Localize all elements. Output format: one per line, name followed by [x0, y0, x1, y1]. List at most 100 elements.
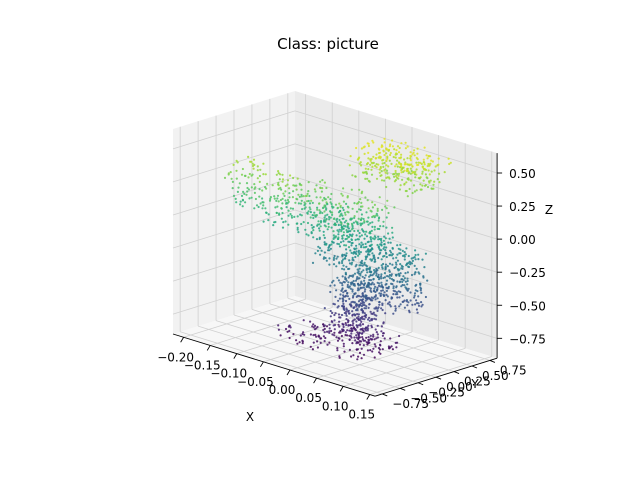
- data-point: [248, 172, 251, 176]
- data-point: [385, 164, 388, 167]
- data-point: [360, 270, 363, 273]
- y-grid-floor: [251, 309, 455, 372]
- data-point: [281, 178, 285, 181]
- data-point: [409, 179, 413, 182]
- data-point: [393, 206, 396, 209]
- data-point: [307, 210, 310, 213]
- data-point: [362, 269, 365, 272]
- data-point: [323, 216, 326, 219]
- data-point: [409, 157, 412, 160]
- data-point: [376, 307, 379, 310]
- data-point: [246, 190, 249, 193]
- data-point: [287, 214, 290, 217]
- data-point: [306, 221, 310, 225]
- data-point: [343, 308, 346, 312]
- data-point: [379, 294, 382, 297]
- data-point: [399, 303, 402, 306]
- data-point: [409, 172, 412, 175]
- data-point: [238, 182, 241, 185]
- data-point: [287, 209, 290, 212]
- data-point: [376, 333, 379, 336]
- data-point: [346, 291, 349, 295]
- data-point: [254, 197, 257, 201]
- data-point: [359, 302, 363, 305]
- data-point: [352, 306, 355, 309]
- data-point: [389, 241, 392, 244]
- data-point: [353, 336, 356, 339]
- data-point: [342, 258, 345, 261]
- data-point: [311, 325, 314, 328]
- data-point: [404, 189, 407, 193]
- data-point: [360, 241, 363, 244]
- data-point: [282, 192, 285, 195]
- data-point: [323, 307, 326, 310]
- data-point: [359, 272, 362, 275]
- data-point: [404, 253, 407, 256]
- data-point: [320, 337, 323, 340]
- data-point: [345, 229, 348, 232]
- data-point: [393, 266, 396, 270]
- data-point: [351, 174, 354, 177]
- data-point: [293, 215, 296, 218]
- data-point: [380, 258, 383, 261]
- data-point: [262, 162, 265, 165]
- data-point: [335, 218, 338, 221]
- data-point: [357, 332, 360, 335]
- data-point: [345, 248, 348, 251]
- data-point: [360, 213, 363, 216]
- data-point: [350, 332, 353, 335]
- data-point: [348, 267, 351, 270]
- data-point: [318, 212, 322, 215]
- data-point: [396, 159, 399, 162]
- data-point: [381, 159, 384, 162]
- z-grid-left: [172, 143, 296, 183]
- data-point: [384, 312, 387, 315]
- data-point: [285, 206, 288, 209]
- data-point: [388, 301, 391, 304]
- data-point: [339, 206, 342, 209]
- data-point: [281, 202, 284, 205]
- data-point: [362, 217, 365, 221]
- data-point: [281, 226, 285, 229]
- data-point: [311, 214, 314, 217]
- data-point: [378, 351, 381, 354]
- data-point: [384, 299, 387, 302]
- data-point: [414, 289, 417, 292]
- data-point: [422, 275, 425, 278]
- data-point: [247, 188, 250, 191]
- data-point: [331, 240, 334, 243]
- data-point: [415, 189, 418, 192]
- data-point: [312, 341, 315, 344]
- z-grid-left: [172, 275, 296, 315]
- data-point: [372, 335, 375, 338]
- data-point: [344, 254, 347, 258]
- y-tick: [382, 393, 388, 397]
- data-point: [288, 324, 291, 327]
- data-point: [325, 259, 328, 262]
- data-point: [395, 256, 398, 259]
- data-point: [355, 202, 359, 205]
- data-point: [412, 151, 415, 154]
- data-point: [422, 179, 425, 182]
- data-point: [329, 247, 332, 250]
- data-point: [342, 187, 345, 190]
- data-point: [279, 334, 282, 337]
- data-point: [337, 313, 341, 316]
- data-point: [352, 322, 355, 325]
- data-point: [353, 272, 357, 275]
- data-point: [360, 147, 363, 150]
- data-point: [406, 277, 409, 280]
- data-point: [300, 184, 303, 187]
- data-point: [342, 342, 345, 345]
- data-point: [235, 169, 238, 172]
- data-point: [339, 220, 342, 224]
- data-point: [383, 235, 386, 238]
- data-point: [366, 220, 369, 223]
- data-point: [376, 275, 380, 278]
- data-point: [345, 279, 348, 282]
- data-point: [353, 215, 356, 218]
- data-point: [229, 171, 232, 174]
- data-point: [357, 283, 360, 286]
- data-point: [413, 190, 416, 193]
- data-point: [350, 261, 354, 264]
